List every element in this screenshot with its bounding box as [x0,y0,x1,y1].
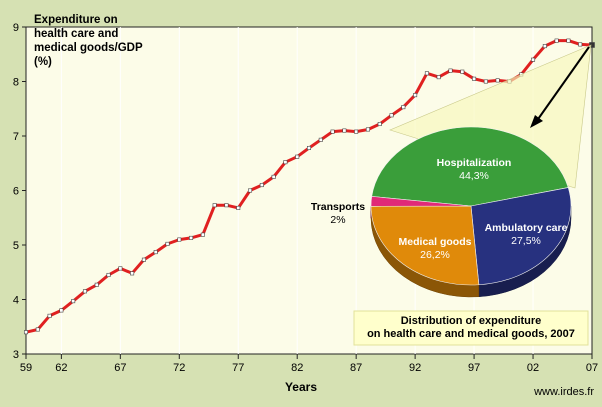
data-point [36,328,39,331]
y-tick-label: 6 [13,186,19,198]
y-tick-label: 5 [13,240,19,252]
pie-slice-label: Ambulatory care [485,222,568,234]
x-tick-label: 02 [527,362,539,374]
pie-slice-value: 26,2% [420,249,450,261]
data-point [272,175,275,178]
data-point [71,299,74,302]
data-point [296,155,299,158]
data-point [366,128,369,131]
y-tick-label: 8 [13,77,19,89]
data-point [449,69,452,72]
pie-slice-value: 2% [330,214,345,226]
data-point [484,80,487,83]
data-point [284,160,287,163]
x-tick-label: 77 [232,362,244,374]
data-point [225,204,228,207]
data-point [531,58,534,61]
data-point [24,331,27,334]
data-point [307,146,310,149]
x-tick-label: 97 [468,362,480,374]
chart-title-line: Expenditure on [34,14,118,26]
data-point [201,233,204,236]
chart-title-line: medical goods/GDP [34,42,143,54]
data-point [166,242,169,245]
data-point [142,258,145,261]
pie-slice-label: Hospitalization [437,157,512,169]
data-point [555,39,558,42]
data-point [154,250,157,253]
x-tick-label: 67 [114,362,126,374]
chart-title-line: (%) [34,56,52,68]
data-point [579,43,582,46]
data-point [189,236,192,239]
data-point [331,130,334,133]
pie-caption-line: on health care and medical goods, 2007 [367,328,575,340]
x-tick-label: 82 [291,362,303,374]
data-point [567,39,570,42]
data-point [496,79,499,82]
data-point [83,290,86,293]
data-point [48,314,51,317]
x-axis-title: Years [285,380,317,394]
data-point [378,122,381,125]
y-tick-label: 9 [13,22,19,34]
data-point [248,189,251,192]
x-tick-label: 62 [55,362,67,374]
pie-slice-value: 27,5% [511,235,541,247]
data-point [119,267,122,270]
x-tick-label: 59 [20,362,32,374]
data-point [461,70,464,73]
data-point [60,309,63,312]
data-point [437,75,440,78]
data-point [472,77,475,80]
data-point [178,238,181,241]
chart-title-line: health care and [34,28,118,40]
data-point [213,204,216,207]
x-tick-label: 07 [586,362,598,374]
data-point [413,93,416,96]
data-point [319,138,322,141]
data-point [260,183,263,186]
pie-slice-label: Transports [311,201,365,213]
x-axis: 59 62 67 72 77 82 87 92 97 02 07 [20,354,598,374]
y-tick-label: 3 [13,349,19,361]
data-point [95,283,98,286]
x-tick-label: 72 [173,362,185,374]
data-point [237,206,240,209]
data-point [130,272,133,275]
data-point [425,72,428,75]
pie-slice-label: Medical goods [399,236,472,248]
y-tick-label: 7 [13,131,19,143]
data-point [343,129,346,132]
pie-caption-line: Distribution of expenditure [401,315,542,327]
data-point [402,105,405,108]
data-point [354,130,357,133]
x-tick-label: 87 [350,362,362,374]
data-point [543,44,546,47]
x-tick-label: 92 [409,362,421,374]
source-credit: www.irdes.fr [533,386,594,398]
y-axis: 3 4 5 6 7 8 9 [13,22,26,361]
data-point [107,273,110,276]
pie-slice-value: 44,3% [459,170,489,182]
data-point [390,114,393,117]
y-tick-label: 4 [13,295,19,307]
